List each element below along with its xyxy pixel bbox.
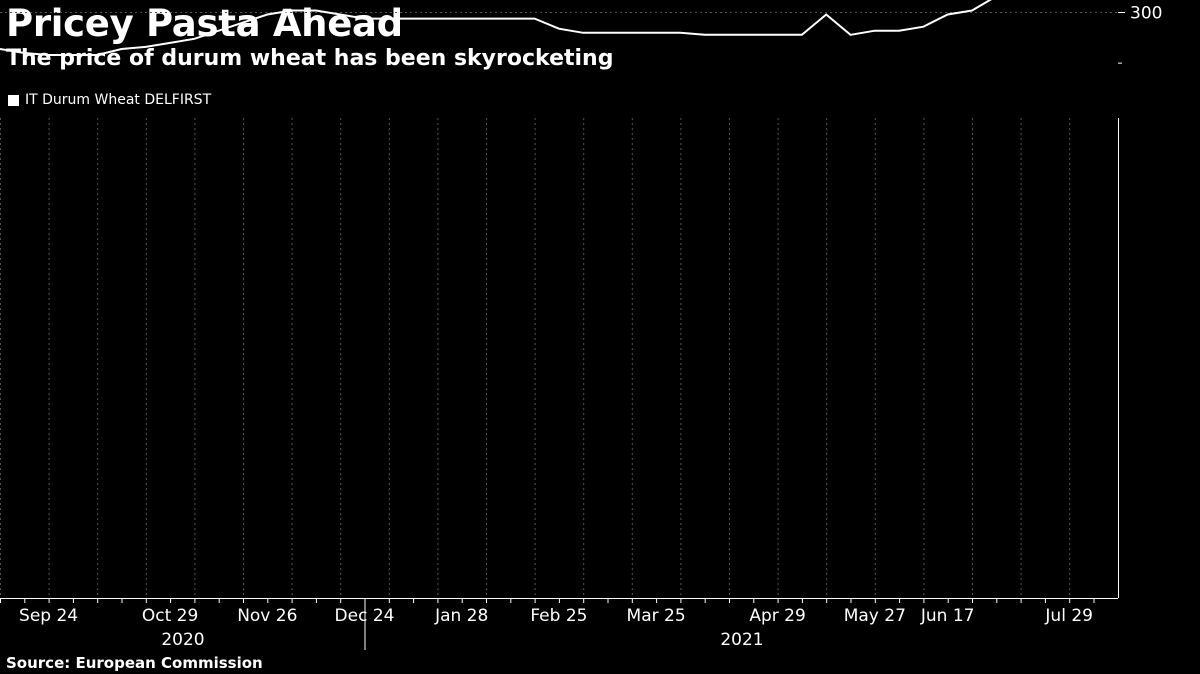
y-tick-label: 300 bbox=[1130, 4, 1162, 24]
chart-subtitle: The price of durum wheat has been skyroc… bbox=[6, 46, 614, 71]
x-tick-label: Jun 17 bbox=[920, 606, 975, 626]
x-tick-label: Jan 28 bbox=[434, 606, 488, 626]
y-axis-ticks: 300350400450 bbox=[1118, 4, 1162, 64]
x-tick-label: Mar 25 bbox=[627, 606, 686, 626]
x-tick-label: Apr 29 bbox=[749, 606, 805, 626]
legend-label: IT Durum Wheat DELFIRST bbox=[25, 92, 212, 108]
grid-lines bbox=[0, 12, 1118, 598]
source-note: Source: European Commission bbox=[6, 654, 263, 672]
axes bbox=[0, 118, 1119, 599]
legend: IT Durum Wheat DELFIRST bbox=[8, 92, 211, 108]
x-tick-label: Jul 29 bbox=[1044, 606, 1093, 626]
legend-swatch bbox=[8, 94, 19, 106]
x-axis-ticks: Sep 24 Oct 29 Nov 26 Dec 24 Jan 28 Feb 25 Mar … bbox=[0, 598, 1095, 650]
x-tick-label: Oct 29 bbox=[142, 606, 198, 626]
x-tick-label: Nov 26 bbox=[237, 606, 297, 626]
series-line bbox=[0, 0, 992, 56]
x-tick-label: Feb 25 bbox=[530, 606, 587, 626]
x-tick-label: May 27 bbox=[844, 606, 906, 626]
x-tick-label: Sep 24 bbox=[19, 606, 78, 626]
year-label: 2021 bbox=[720, 630, 763, 650]
chart-title: Pricey Pasta Ahead bbox=[6, 2, 403, 45]
year-label: 2020 bbox=[161, 630, 204, 650]
